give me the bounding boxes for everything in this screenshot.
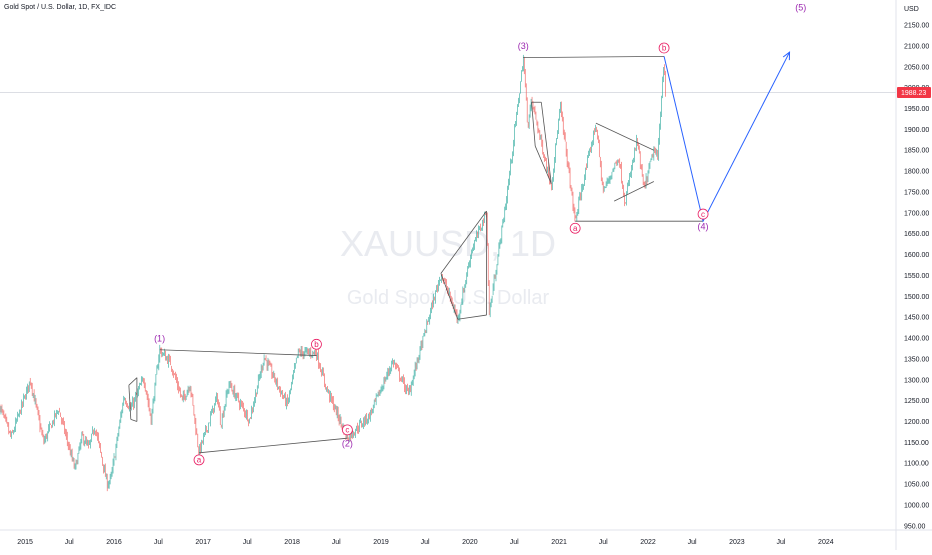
time-tick-label: Jul [599, 539, 608, 546]
time-tick-label: Jul [154, 539, 163, 546]
projection-arrowhead [782, 51, 791, 61]
circled-label-ring [341, 424, 353, 436]
price-tick-label: 1650.00 [904, 231, 929, 238]
trendline[interactable] [130, 419, 138, 422]
time-tick-label: 2020 [462, 539, 478, 546]
time-tick-label: 2018 [284, 539, 300, 546]
trendline[interactable] [198, 437, 348, 454]
circled-label: c [701, 210, 705, 219]
trendline[interactable] [440, 210, 487, 274]
time-tick-label: Jul [65, 539, 74, 546]
price-tick-label: 1850.00 [904, 148, 929, 155]
trendline[interactable] [523, 55, 665, 58]
current-price-value: 1988.23 [901, 90, 926, 97]
circled-label-ring [658, 42, 670, 54]
price-tick-label: 1600.00 [904, 252, 929, 259]
wave-labels: (1) (2) (3) (4) (5) a b c a b c [154, 2, 806, 466]
time-tick-label: Jul [243, 539, 252, 546]
trendline-drawings[interactable] [128, 55, 704, 454]
trendline[interactable] [531, 102, 536, 147]
circled-label-ring [697, 208, 709, 220]
watermark-description: Gold Spot / U.S. Dollar [347, 287, 550, 309]
wave-label: (4) [698, 222, 709, 232]
price-tick-label: 1450.00 [904, 315, 929, 322]
wave-label: (1) [154, 333, 165, 343]
price-tick-label: 950.00 [904, 523, 926, 530]
time-tick-label: Jul [688, 539, 697, 546]
price-tick-label: 2050.00 [904, 64, 929, 71]
time-tick-label: 2024 [818, 539, 834, 546]
time-tick-label: Jul [332, 539, 341, 546]
time-tick-label: 2015 [17, 539, 33, 546]
price-tick-label: 1300.00 [904, 377, 929, 384]
price-tick-label: 1550.00 [904, 273, 929, 280]
circled-label-ring [311, 338, 322, 350]
time-tick-label: 2017 [195, 539, 211, 546]
circled-label: a [197, 456, 202, 465]
current-price-tag: 1988.23 [897, 87, 931, 99]
price-tick-label: 1500.00 [904, 294, 929, 301]
trendline[interactable] [128, 377, 138, 386]
candlestick-series [0, 54, 666, 492]
currency-label: USD [904, 6, 919, 13]
price-tick-label: 1250.00 [904, 398, 929, 405]
price-axis[interactable]: 950.00 1000.00 1050.00 1100.00 1150.00 1200.0… [895, 0, 929, 550]
price-tick-label: 1200.00 [904, 419, 929, 426]
symbol-description: Gold Spot / U.S. Dollar, 1D, FX_IDC [4, 4, 117, 11]
projection-path[interactable] [663, 51, 790, 223]
circled-label: a [573, 224, 578, 233]
price-tick-label: 2150.00 [904, 23, 929, 30]
price-tick-label: 1000.00 [904, 502, 929, 509]
circled-label-ring [569, 222, 581, 234]
time-tick-label: Jul [777, 539, 786, 546]
time-tick-label: 2021 [551, 539, 567, 546]
price-tick-label: 1150.00 [904, 440, 929, 447]
price-tick-label: 2100.00 [904, 43, 929, 50]
projection-drawing[interactable] [663, 51, 791, 223]
circled-label-ring [193, 454, 205, 466]
time-tick-label: Jul [510, 539, 519, 546]
price-tick-label: 1950.00 [904, 106, 929, 113]
trendline[interactable] [613, 181, 655, 202]
price-tick-label: 1800.00 [904, 169, 929, 176]
price-tick-label: 1350.00 [904, 356, 929, 363]
trendline[interactable] [159, 349, 317, 356]
circled-label: c [345, 426, 349, 435]
circled-label: b [662, 44, 667, 53]
current-price-tag-bg [897, 87, 931, 99]
trendline[interactable] [534, 145, 552, 184]
price-tick-label: 1100.00 [904, 461, 929, 468]
time-tick-label: 2016 [106, 539, 122, 546]
time-tick-label: Jul [421, 539, 430, 546]
wave-label: (5) [795, 2, 806, 12]
time-tick-label: 2019 [373, 539, 389, 546]
wave-label: (2) [342, 439, 353, 449]
trendline[interactable] [457, 314, 487, 320]
trendline[interactable] [595, 122, 655, 151]
trendline[interactable] [128, 385, 132, 420]
time-axis[interactable]: 2015 Jul 2016 Jul 2017 Jul 2018 Jul 2019 Jul 2020 J… [0, 529, 932, 546]
time-tick-label: 2022 [640, 539, 656, 546]
watermark-ticker: XAUUSD, 1D [340, 223, 556, 264]
price-tick-label: 1750.00 [904, 189, 929, 196]
time-tick-label: 2023 [729, 539, 745, 546]
price-tick-label: 1900.00 [904, 127, 929, 134]
wave-label: (3) [518, 41, 529, 51]
price-tick-label: 1700.00 [904, 210, 929, 217]
trendline[interactable] [540, 102, 552, 184]
trendline[interactable] [440, 273, 459, 320]
price-tick-label: 1400.00 [904, 336, 929, 343]
circled-label: b [314, 340, 319, 349]
price-tick-label: 1050.00 [904, 482, 929, 489]
